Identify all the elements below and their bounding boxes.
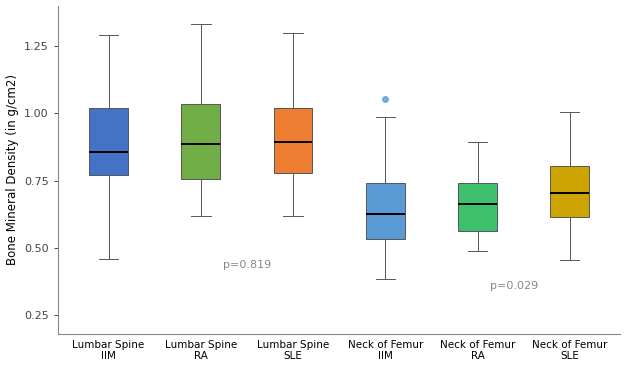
Text: p=0.819: p=0.819	[223, 259, 271, 270]
PathPatch shape	[182, 104, 220, 179]
PathPatch shape	[458, 184, 497, 230]
PathPatch shape	[90, 108, 128, 175]
Y-axis label: Bone Mineral Density (in g/cm2): Bone Mineral Density (in g/cm2)	[6, 75, 19, 265]
PathPatch shape	[366, 184, 404, 239]
Text: p=0.029: p=0.029	[490, 281, 538, 291]
PathPatch shape	[274, 108, 312, 172]
PathPatch shape	[550, 166, 589, 217]
